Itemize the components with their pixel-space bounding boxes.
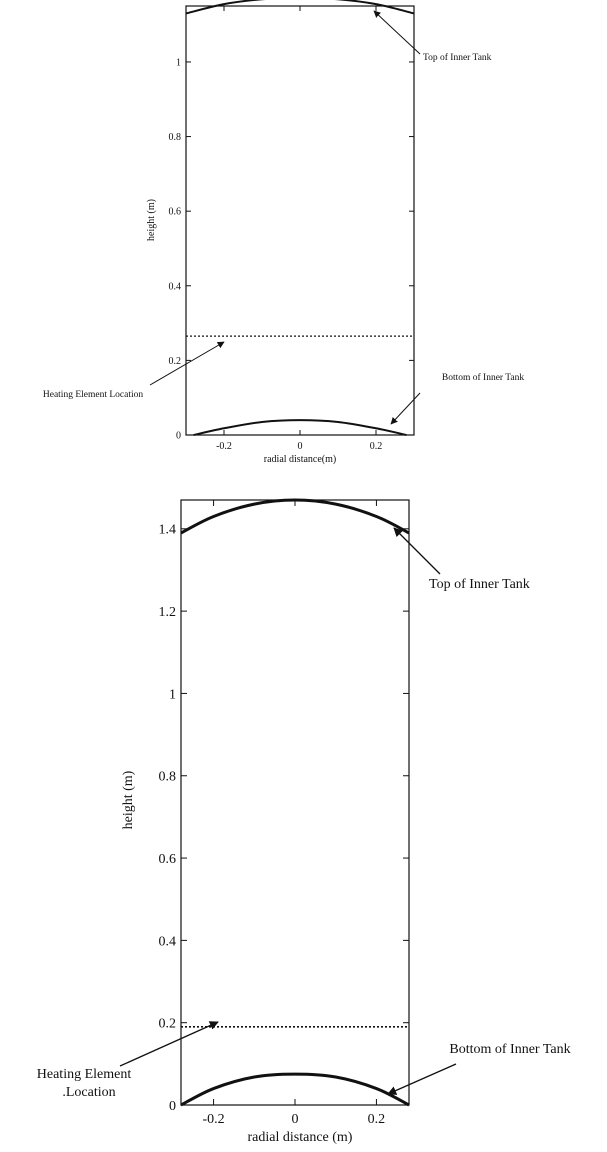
- annotation-bottom-of-inner-tank: Bottom of Inner Tank: [442, 372, 525, 383]
- annotation-arrow: [387, 1063, 457, 1095]
- chart-1: -0.2 0 0.2 0 0.2 0.4 0.6 0.8 1 radial distance(m)…: [43, 0, 525, 465]
- y-tick-label: 0.8: [169, 132, 182, 143]
- annotation-arrow: [149, 341, 225, 386]
- x-tick-label: -0.2: [216, 441, 232, 452]
- annotation-heating-element-location: Heating Element Location: [43, 390, 143, 400]
- x-tick-label: 0: [292, 1112, 299, 1127]
- annotation-top-of-inner-tank: Top of Inner Tank: [423, 52, 492, 63]
- plot-frame: [185, 5, 415, 436]
- chart-2: -0.2 0 0.2 0 0.2 0.4 0.6 0.8 1 1.2 1.4 radial dista…: [37, 498, 571, 1145]
- annotation-arrow: [393, 527, 441, 575]
- x-axis-label: radial distance (m): [248, 1130, 353, 1145]
- annotation-heating-element-location-line2: .Location: [62, 1085, 115, 1100]
- tank-top-curve: [185, 0, 415, 15]
- annotation-bottom-of-inner-tank: Bottom of Inner Tank: [449, 1042, 570, 1057]
- x-tick-label: -0.2: [202, 1112, 224, 1127]
- y-tick-label: 1: [176, 57, 181, 68]
- x-tick-label: 0.2: [368, 1112, 386, 1127]
- y-axis-label: height (m): [146, 199, 157, 241]
- tank-top-curve: [180, 498, 410, 535]
- tank-bottom-curve: [193, 419, 407, 436]
- y-tick-label: 0: [176, 431, 181, 442]
- y-tick-label: 1.4: [159, 523, 177, 538]
- y-tick-label: 0.6: [169, 207, 182, 218]
- x-tick-label: 0.2: [370, 441, 383, 452]
- y-tick-label: 1: [169, 687, 176, 702]
- annotation-arrow: [390, 392, 421, 425]
- y-tick-label: 0.2: [169, 356, 182, 367]
- y-tick-label: 0.4: [169, 281, 182, 292]
- x-axis-label: radial distance(m): [264, 454, 336, 465]
- annotation-top-of-inner-tank: Top of Inner Tank: [429, 577, 530, 592]
- plot-frame: [180, 499, 410, 1106]
- tank-bottom-curve: [180, 1072, 410, 1107]
- y-tick-label: 0.2: [159, 1017, 177, 1032]
- y-tick-label: 1.2: [159, 605, 177, 620]
- y-tick-label: 0.4: [159, 934, 177, 949]
- annotation-arrow: [119, 1021, 219, 1067]
- y-tick-label: 0: [169, 1099, 176, 1114]
- y-tick-label: 0.8: [159, 770, 177, 785]
- x-tick-label: 0: [298, 441, 303, 452]
- y-axis-label: height (m): [121, 770, 136, 829]
- annotation-arrow: [373, 10, 421, 55]
- y-tick-label: 0.6: [159, 852, 177, 867]
- annotation-heating-element-location: Heating Element: [37, 1067, 132, 1082]
